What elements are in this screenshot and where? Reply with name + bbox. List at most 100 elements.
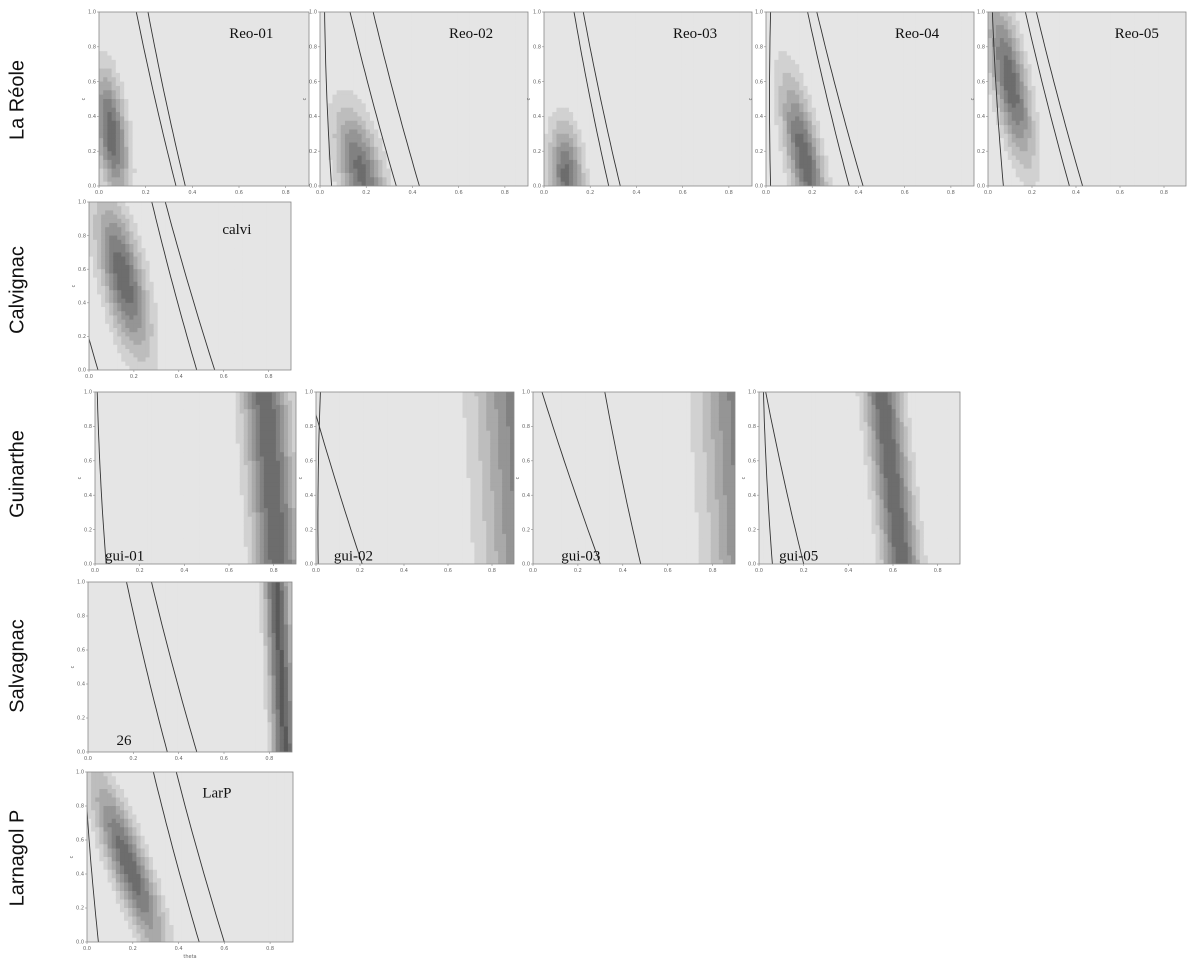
heat-cell (498, 129, 504, 135)
heat-cell (275, 46, 281, 52)
heat-cell (411, 168, 417, 174)
heat-cell (128, 159, 134, 165)
heat-cell (382, 168, 388, 174)
heat-cell (577, 116, 583, 122)
heat-cell (503, 133, 508, 139)
heat-cell (292, 16, 297, 22)
heat-cell (490, 133, 496, 139)
heat-cell (482, 46, 487, 52)
contour-line (324, 12, 333, 186)
heat-cell (407, 164, 413, 170)
heat-cell (515, 112, 521, 117)
heat-cell (324, 55, 329, 61)
heat-cell (349, 64, 354, 70)
heat-cell (631, 99, 637, 104)
heat-cell (153, 146, 159, 152)
heat-cell (507, 20, 512, 26)
heat-cell (320, 138, 325, 144)
heat-cell (178, 99, 184, 104)
heat-cell (103, 172, 108, 178)
heat-cell (208, 181, 213, 186)
heat-cell (465, 116, 471, 122)
heat-cell (349, 164, 354, 170)
heat-cell (614, 151, 620, 157)
heat-cell (369, 20, 375, 26)
heat-cell (320, 120, 325, 126)
heat-cell (320, 151, 325, 157)
heat-cell (304, 25, 309, 30)
heat-cell (357, 142, 363, 148)
heat-cell (365, 138, 371, 144)
heat-cell (503, 68, 508, 74)
heat-cell (141, 133, 146, 139)
heat-cell (191, 116, 197, 122)
heat-cell (107, 51, 113, 57)
heat-cell (428, 99, 433, 104)
heat-cell (111, 90, 117, 96)
heat-cell (407, 94, 413, 100)
heat-cell (369, 16, 375, 22)
heat-cell (128, 42, 134, 48)
heat-cell (548, 103, 553, 109)
heat-cell (503, 107, 508, 113)
heat-cell (128, 68, 134, 74)
heat-cell (136, 90, 142, 96)
heat-cell (623, 51, 628, 57)
heat-cell (141, 20, 146, 26)
heat-cell (556, 51, 562, 57)
heat-cell (170, 29, 176, 35)
heat-cell (288, 133, 293, 139)
heat-cell (428, 112, 433, 117)
heat-cell (153, 77, 159, 83)
heat-cell (564, 81, 570, 87)
heat-cell (448, 16, 454, 22)
heat-cell (568, 146, 574, 152)
heat-cell (581, 68, 587, 74)
heat-cell (623, 116, 628, 122)
heat-cell (204, 25, 209, 30)
heat-cell (212, 25, 218, 30)
heat-cell (560, 29, 566, 35)
heat-cell (162, 46, 167, 52)
heat-cell (478, 133, 483, 139)
heat-cell (473, 29, 479, 35)
heat-cell (166, 94, 171, 100)
heat-cell (187, 94, 192, 100)
heat-cell (292, 77, 297, 83)
heat-cell (382, 129, 388, 135)
heat-cell (424, 55, 429, 61)
heat-cell (631, 155, 637, 161)
heat-cell (618, 99, 624, 104)
heat-cell (444, 77, 450, 83)
heat-cell (115, 103, 121, 109)
heat-cell (486, 81, 492, 87)
heat-cell (498, 42, 504, 48)
heat-cell (191, 168, 197, 174)
heat-cell (602, 120, 607, 126)
heat-cell (191, 120, 197, 126)
heat-cell (498, 68, 504, 74)
heat-cell (178, 46, 184, 52)
heat-cell (577, 120, 583, 126)
heat-cell (120, 112, 125, 117)
heat-cell (399, 64, 404, 70)
heat-cell (353, 146, 359, 152)
heat-cell (403, 29, 408, 35)
heat-cell (461, 90, 467, 96)
heat-cell (262, 94, 268, 100)
heat-cell (250, 77, 255, 83)
heat-cell (145, 172, 150, 178)
heat-cell (288, 181, 293, 186)
heat-cell (162, 94, 167, 100)
heat-cell (519, 55, 525, 61)
heat-cell (340, 12, 346, 17)
heat-cell (320, 177, 325, 183)
heat-cell (419, 20, 425, 26)
heat-cell (577, 164, 583, 170)
heat-cell (229, 159, 234, 165)
heat-cell (250, 168, 255, 174)
heat-cell (229, 25, 234, 30)
heat-cell (246, 85, 251, 91)
heat-cell (141, 164, 146, 170)
heat-cell (503, 20, 508, 26)
